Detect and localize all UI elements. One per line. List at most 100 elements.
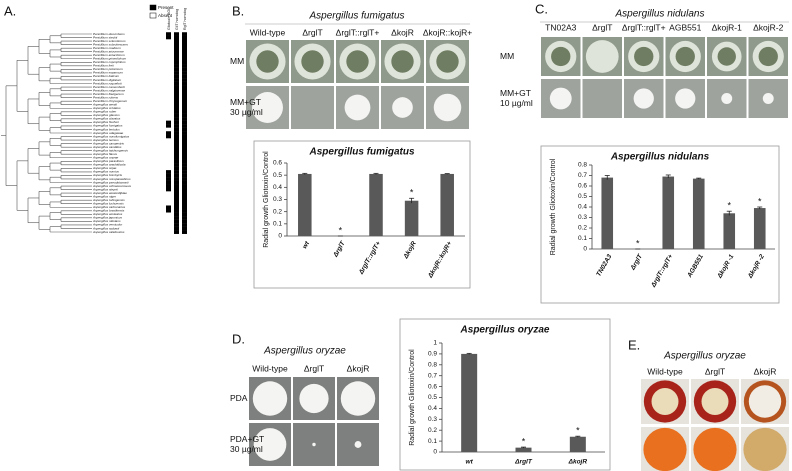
presence-cell <box>166 148 171 153</box>
row-label: 30 µg/ml <box>230 107 263 117</box>
species-name: Penicillium oxalicum <box>93 46 121 50</box>
colony <box>675 88 696 109</box>
colony <box>721 93 733 104</box>
presence-cell <box>166 212 171 217</box>
species-name: Penicillium roqueforti <box>93 81 122 85</box>
presence-cell <box>166 187 171 192</box>
presence-cell <box>182 184 187 189</box>
presence-cell <box>182 141 187 146</box>
presence-cell <box>182 219 187 224</box>
column-header: RglT homolog <box>183 8 187 30</box>
column-header: ΔrglT <box>302 27 322 37</box>
species-name: Aspergillus ruber <box>92 110 117 114</box>
presence-cell <box>174 120 179 125</box>
panel-label: A. <box>4 3 16 18</box>
plate <box>291 86 334 129</box>
colony-center <box>717 47 736 66</box>
colony <box>340 381 376 416</box>
presence-cell <box>166 163 171 167</box>
presence-cell <box>166 191 171 196</box>
column-header: TN02A3 <box>545 22 576 32</box>
presence-cell <box>182 180 187 185</box>
presence-cell <box>174 124 179 128</box>
presence-cell <box>182 209 187 213</box>
presence-cell <box>174 230 179 234</box>
species-name: Aspergillus tubingensis <box>92 198 125 202</box>
presence-cell <box>166 95 171 100</box>
plate-agar <box>643 427 687 471</box>
presence-cell <box>166 209 171 213</box>
significance-mark: * <box>636 238 640 248</box>
y-tick-label: 0.4 <box>578 204 587 211</box>
presence-cell <box>182 230 187 234</box>
presence-cell <box>174 113 179 118</box>
colony <box>253 428 287 461</box>
chart-frame <box>253 140 471 289</box>
presence-cell <box>166 180 171 185</box>
presence-cell <box>182 194 187 199</box>
presence-cell <box>174 102 179 107</box>
y-tick-label: 0.6 <box>428 383 437 390</box>
species-name: Aspergillus fischeri <box>92 120 119 124</box>
y-tick-label: 0.2 <box>273 208 282 215</box>
y-tick-label: 0.8 <box>428 362 437 369</box>
presence-cell <box>174 42 179 47</box>
presence-cell <box>182 106 187 111</box>
species-name: Penicillium griseofulvum <box>93 57 127 61</box>
y-axis-label: Radial growth Gliotoxin/Control <box>263 151 270 248</box>
presence-cell <box>182 113 187 118</box>
bar <box>753 208 766 249</box>
presence-cell <box>166 74 171 79</box>
significance-mark: * <box>576 426 580 436</box>
presence-cell <box>182 60 187 65</box>
colony <box>433 93 462 122</box>
presence-cell <box>174 159 179 164</box>
species-name: Aspergillus japonicus <box>92 216 123 220</box>
presence-cell <box>174 110 179 114</box>
presence-cell <box>174 74 179 79</box>
presence-cell <box>166 141 171 146</box>
presence-cell <box>174 46 179 51</box>
y-tick-label: 0 <box>583 246 587 253</box>
presence-cell <box>166 230 171 234</box>
presence-cell <box>174 166 179 171</box>
x-tick-label: ΔrglT <box>514 459 533 466</box>
column-header: Wild-type <box>252 363 288 373</box>
presence-cell <box>166 81 171 86</box>
presence-cell <box>174 127 179 132</box>
bar <box>298 173 312 236</box>
presence-cell <box>182 92 187 97</box>
presence-cell <box>174 152 179 157</box>
y-tick-label: 0.5 <box>578 193 587 200</box>
colony-center <box>391 50 414 73</box>
presence-cell <box>166 64 171 68</box>
significance-mark: * <box>410 188 414 198</box>
panel-label: E. <box>628 337 640 352</box>
presence-cell <box>174 170 179 174</box>
presence-cell <box>166 56 171 61</box>
row-label: MM <box>500 51 514 61</box>
presence-cell <box>182 53 187 58</box>
x-tick-label: ΔkojR <box>568 459 588 466</box>
presence-cell <box>166 92 171 97</box>
panel-title: Aspergillus fumigatus <box>308 11 404 22</box>
species-name: Penicillium subrubescens <box>93 42 128 46</box>
species-name: Aspergillus brasiliensis <box>92 209 125 213</box>
presence-cell <box>174 138 179 143</box>
presence-cell <box>174 71 179 75</box>
presence-cell <box>174 177 179 181</box>
presence-cell <box>174 216 179 220</box>
bar <box>692 178 705 249</box>
species-name: Aspergillus novofumigatus <box>92 134 130 138</box>
species-name: Aspergillus arachidicola <box>92 163 126 167</box>
species-name: Aspergillus udagawae <box>92 131 124 135</box>
presence-cell <box>174 191 179 196</box>
y-tick-label: 0.9 <box>428 351 437 358</box>
presence-cell <box>166 113 171 118</box>
panel-title: Aspergillus nidulans <box>615 9 705 20</box>
species-name: Penicillium sclerotiorum <box>93 39 126 43</box>
presence-cell <box>166 138 171 143</box>
presence-cell <box>174 95 179 100</box>
colony <box>252 92 283 123</box>
